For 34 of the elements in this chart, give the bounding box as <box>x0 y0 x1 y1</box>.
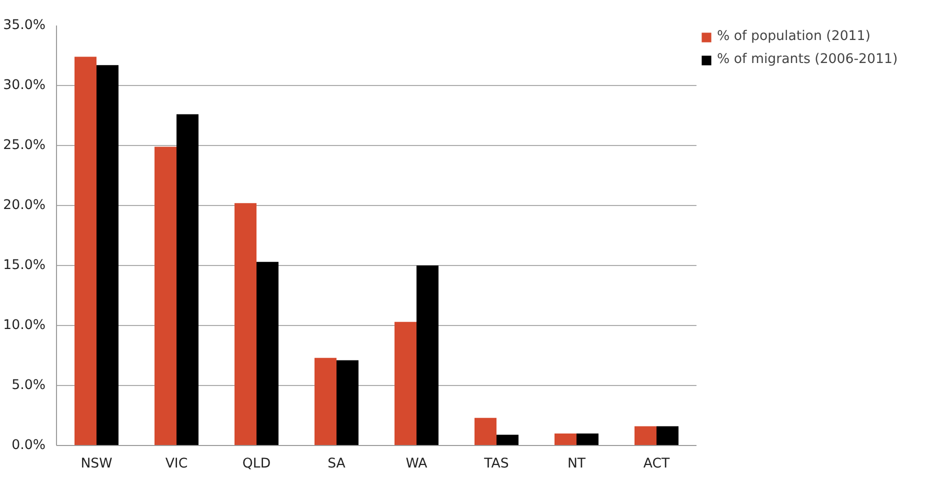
y-tick-label: 10.0% <box>3 318 46 333</box>
y-tick-label: 15.0% <box>3 258 46 273</box>
y-tick-label: 25.0% <box>3 138 46 153</box>
bar <box>394 322 416 446</box>
legend-label: % of migrants (2006-2011) <box>717 52 898 67</box>
x-tick-label: QLD <box>242 456 271 472</box>
bar <box>656 426 678 446</box>
x-tick-label: TAS <box>483 456 509 472</box>
bar <box>496 434 518 446</box>
bar <box>234 203 256 446</box>
bar <box>576 434 598 446</box>
bar <box>336 360 358 446</box>
x-tick-label: NSW <box>80 456 112 472</box>
y-tick-label: 35.0% <box>3 18 46 33</box>
bar <box>554 434 576 446</box>
bar <box>176 114 198 446</box>
bar <box>256 262 278 446</box>
bar <box>474 418 496 446</box>
x-tick-label: VIC <box>165 456 188 472</box>
x-tick-label: NT <box>567 456 586 472</box>
x-tick-label: SA <box>328 456 346 472</box>
y-tick-label: 20.0% <box>3 198 46 213</box>
y-tick-label: 0.0% <box>12 438 46 453</box>
bar <box>634 426 656 446</box>
bar <box>314 358 336 446</box>
x-tick-label: ACT <box>643 456 671 472</box>
bar <box>74 56 96 446</box>
x-tick-label: WA <box>406 456 428 472</box>
legend-label: % of population (2011) <box>717 29 870 44</box>
y-tick-label: 5.0% <box>12 378 46 393</box>
y-tick-label: 30.0% <box>3 78 46 93</box>
bar <box>416 266 438 446</box>
bar <box>154 146 176 446</box>
bar <box>96 65 118 446</box>
